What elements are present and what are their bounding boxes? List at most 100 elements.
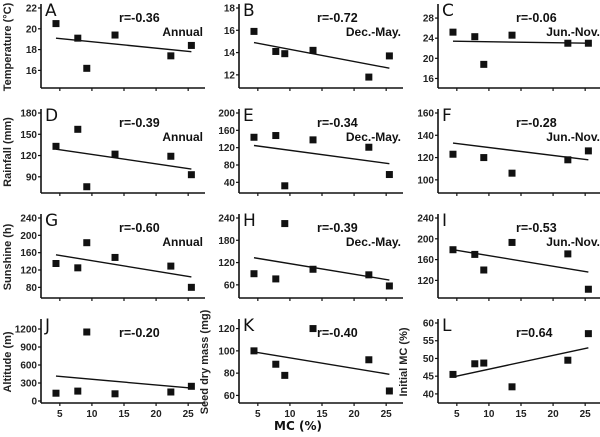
y-tick-label: 20 bbox=[26, 24, 38, 35]
data-point bbox=[564, 156, 572, 164]
data-point bbox=[250, 133, 258, 141]
data-point bbox=[564, 356, 572, 364]
correlation-label: r=-0.36 bbox=[119, 11, 160, 25]
data-point bbox=[74, 387, 82, 395]
data-point bbox=[187, 283, 195, 291]
y-tick-label: 16 bbox=[224, 26, 236, 37]
regression-line bbox=[55, 254, 192, 278]
data-point bbox=[187, 41, 195, 49]
y-tick-label: 55 bbox=[423, 336, 435, 347]
y-tick-label: 18 bbox=[224, 4, 236, 15]
x-tick-label: 15 bbox=[316, 409, 328, 420]
data-point bbox=[111, 150, 119, 158]
data-point bbox=[83, 239, 91, 247]
y-tick-label: 20 bbox=[423, 54, 435, 65]
data-point bbox=[449, 370, 457, 378]
regression-line bbox=[55, 375, 192, 389]
panel-letter: G bbox=[45, 211, 58, 231]
data-point bbox=[385, 52, 393, 60]
data-point bbox=[508, 31, 516, 39]
data-point bbox=[52, 389, 60, 397]
data-point bbox=[272, 132, 280, 140]
x-tick-label: 15 bbox=[515, 409, 527, 420]
data-point bbox=[584, 39, 592, 47]
data-point bbox=[250, 347, 258, 355]
x-tick-label: 10 bbox=[483, 409, 495, 420]
regression-line bbox=[452, 347, 589, 378]
data-point bbox=[385, 171, 393, 179]
data-point bbox=[584, 285, 592, 293]
y-tick-label: 120 bbox=[20, 266, 37, 277]
regression-line bbox=[253, 41, 390, 69]
panel-letter: B bbox=[243, 1, 255, 21]
y-tick-label: 120 bbox=[218, 143, 235, 154]
y-tick-label: 120 bbox=[218, 258, 235, 269]
data-point bbox=[309, 136, 317, 144]
data-point bbox=[584, 330, 592, 338]
y-tick-label: 160 bbox=[218, 126, 235, 137]
y-tick-label: 160 bbox=[20, 248, 37, 259]
y-tick-label: 120 bbox=[218, 324, 235, 335]
data-point bbox=[309, 265, 317, 273]
y-tick-label: 300 bbox=[20, 379, 37, 390]
y-tick-label: 24 bbox=[423, 34, 435, 45]
data-point bbox=[74, 34, 82, 42]
season-label: Dec.-May. bbox=[346, 130, 401, 144]
x-tick-label: 25 bbox=[580, 409, 592, 420]
y-tick-label: 1200 bbox=[15, 325, 38, 336]
y-tick-label: 160 bbox=[417, 255, 434, 266]
data-point bbox=[508, 383, 516, 391]
data-point bbox=[281, 371, 289, 379]
regression-line bbox=[55, 148, 192, 170]
y-tick-label: 100 bbox=[218, 346, 235, 357]
data-point bbox=[74, 125, 82, 133]
data-point bbox=[281, 50, 289, 58]
panel-letter: E bbox=[243, 106, 254, 126]
data-point bbox=[167, 152, 175, 160]
data-point bbox=[584, 147, 592, 155]
data-point bbox=[385, 282, 393, 290]
data-point bbox=[365, 271, 373, 279]
data-point bbox=[385, 387, 393, 395]
panel-j: 0 300 600 900 1200 5 10 15 20 25 Altitude (m) J r=-0… bbox=[2, 316, 205, 420]
correlation-label: r=-0.20 bbox=[119, 326, 160, 340]
season-label: Dec.-May. bbox=[346, 25, 401, 39]
correlation-label: r=-0.39 bbox=[119, 116, 160, 130]
x-tick-label: 25 bbox=[183, 409, 195, 420]
data-point bbox=[564, 39, 572, 47]
y-tick-label: 240 bbox=[20, 214, 37, 225]
y-tick-label: 40 bbox=[224, 178, 236, 189]
panel-letter: D bbox=[45, 106, 58, 126]
y-tick-label: 18 bbox=[26, 45, 38, 56]
y-tick-label: 240 bbox=[417, 214, 434, 225]
panel-letter: A bbox=[45, 1, 57, 21]
data-point bbox=[52, 260, 60, 267]
data-point bbox=[480, 60, 488, 68]
correlation-label: r=-0.39 bbox=[317, 221, 358, 235]
season-label: Annual bbox=[162, 130, 203, 144]
y-tick-label: 14 bbox=[224, 48, 236, 59]
y-tick-label: 50 bbox=[423, 354, 435, 365]
y-tick-label: 180 bbox=[20, 109, 37, 120]
correlation-label: r=0.64 bbox=[516, 326, 553, 340]
data-point bbox=[365, 143, 373, 151]
y-axis-label: Initial MC (%) bbox=[398, 327, 410, 396]
y-tick-label: 60 bbox=[423, 319, 435, 330]
data-point bbox=[272, 275, 280, 283]
y-tick-label: 120 bbox=[417, 276, 434, 287]
y-tick-label: 12 bbox=[224, 70, 236, 81]
data-point bbox=[167, 52, 175, 60]
data-point bbox=[508, 238, 516, 246]
regression-line bbox=[253, 144, 390, 165]
data-point bbox=[167, 262, 175, 270]
y-tick-label: 140 bbox=[417, 131, 434, 142]
data-point bbox=[111, 31, 119, 39]
data-point bbox=[471, 33, 479, 41]
y-tick-label: 900 bbox=[20, 343, 37, 354]
data-point bbox=[187, 171, 195, 179]
